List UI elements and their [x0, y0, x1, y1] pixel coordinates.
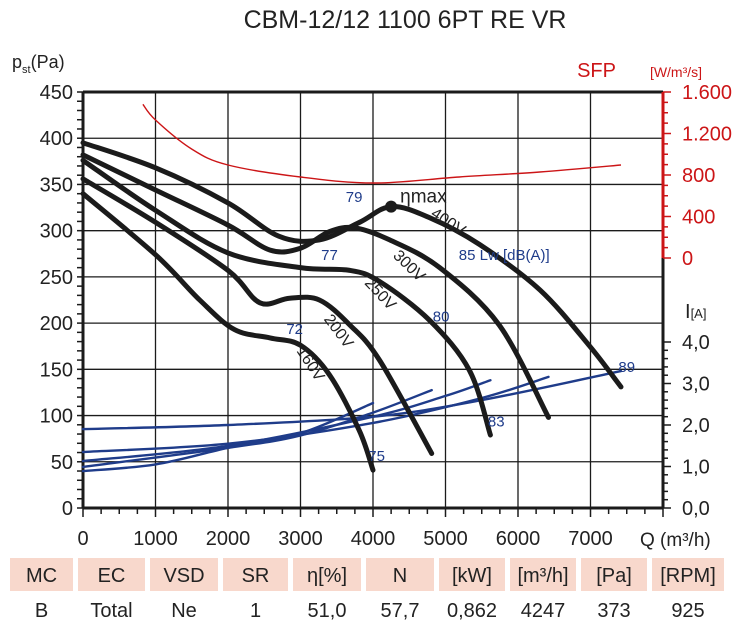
- table-value-row: B Total Ne 1 51,0 57,7 0,862 4247 373 925: [10, 591, 745, 627]
- table-value-cell: Total: [90, 600, 133, 622]
- y-tick-label: 0: [62, 498, 73, 520]
- voltage-label-250v: 250V: [361, 275, 399, 314]
- current-axis-label: I[A]: [685, 301, 706, 323]
- sfp-tick-label: 1.600: [682, 82, 732, 104]
- sfp-tick-label: 400: [682, 207, 715, 229]
- table-header-cell: N: [366, 558, 434, 591]
- grid: [81, 90, 665, 510]
- sfp-tick-label: 1.200: [682, 124, 732, 146]
- eta-max-label: ηmax: [400, 187, 447, 208]
- table-value-cell: 51,0: [307, 600, 347, 622]
- y-axis-label-main: p: [12, 52, 22, 72]
- table-value-cell: 4247: [520, 600, 566, 622]
- y-tick-label: 300: [40, 221, 73, 243]
- current-curve-300v: [81, 375, 550, 454]
- table-header-cell: [Pa]: [581, 558, 647, 591]
- x-axis-label: Q (m³/h): [640, 530, 711, 551]
- pressure-curves-group: [80, 140, 624, 473]
- sfp-tick-label: 800: [682, 165, 715, 187]
- current-axis-label-main: I: [685, 301, 691, 323]
- table-value-cell: 925: [671, 600, 705, 622]
- voltage-label-300v: 300V: [389, 247, 428, 285]
- sfp-axis-label: SFP: [577, 60, 616, 82]
- table-header-row: MC EC VSD SR η[%] N [kW] [m³/h] [Pa] [RPM]: [10, 558, 745, 591]
- current-curve-200v: [81, 388, 433, 469]
- table-value-cell: Ne: [171, 600, 197, 622]
- sfp-curve-group: [142, 103, 622, 184]
- table-header-cell: [RPM]: [652, 558, 724, 591]
- current-tick-label: 0,0: [682, 498, 710, 520]
- x-tick-label: 3000: [278, 528, 323, 550]
- pressure-curve-400v: [80, 140, 624, 390]
- noise-level-label: 72: [286, 321, 303, 338]
- noise-level-label: 89: [618, 359, 635, 376]
- performance-table: MC EC VSD SR η[%] N [kW] [m³/h] [Pa] [RPM] B Total…: [10, 558, 745, 627]
- table-value-cell: 1: [249, 600, 262, 622]
- noise-level-label: 85 Lw [dB(A)]: [459, 247, 550, 264]
- table-value-cell: 57,7: [380, 600, 420, 622]
- noise-level-label: 83: [488, 414, 505, 431]
- noise-level-label: 75: [368, 448, 385, 465]
- pressure-curve-200v: [80, 176, 435, 456]
- eta-max-point: [385, 200, 398, 213]
- x-tick-label: 5000: [423, 528, 468, 550]
- pressure-curve-300v: [80, 152, 551, 420]
- table-header-cell: VSD: [150, 558, 218, 591]
- table-value-cell: 373: [597, 600, 631, 622]
- sfp-axis-unit: [W/m³/s]: [650, 64, 702, 80]
- current-tick-label: 1,0: [682, 457, 710, 479]
- table-header-cell: [kW]: [439, 558, 505, 591]
- x-tick-label: 6000: [496, 528, 541, 550]
- y-axis-label: pst(Pa): [12, 52, 65, 76]
- x-tick-label: 4000: [351, 528, 396, 550]
- table-header-cell: [m³/h]: [510, 558, 576, 591]
- chart-title: CBM-12/12 1100 6PT RE VR: [244, 6, 567, 34]
- current-axis-label-unit: [A]: [691, 306, 707, 321]
- y-tick-label: 100: [40, 406, 73, 428]
- table-header-cell: MC: [10, 558, 73, 591]
- current-curves-group: [81, 369, 623, 473]
- current-tick-label: 2,0: [682, 415, 710, 437]
- voltage-label-200v: 200V: [320, 311, 356, 351]
- x-tick-label: 7000: [568, 528, 613, 550]
- y-axis-label-unit: (Pa): [31, 52, 65, 72]
- noise-level-label: 77: [321, 247, 338, 264]
- pressure-curve-250v: [80, 157, 493, 438]
- table-header-cell: SR: [223, 558, 288, 591]
- y-tick-label: 350: [40, 174, 73, 196]
- y-tick-label: 400: [40, 128, 73, 150]
- x-tick-label: 2000: [206, 528, 251, 550]
- y-axis-label-sub: st: [22, 64, 31, 76]
- table-header-cell: EC: [78, 558, 145, 591]
- y-tick-label: 50: [51, 452, 73, 474]
- current-tick-label: 4,0: [682, 332, 710, 354]
- sfp-curve: [142, 103, 622, 184]
- y-tick-label: 200: [40, 313, 73, 335]
- axis-ticks: 0 1000 2000 3000 4000 5000 6000 700005010015020…: [40, 82, 732, 550]
- noise-level-label: 80: [433, 308, 450, 325]
- table-value-cell: 0,862: [446, 600, 498, 622]
- pressure-curve-160v: [80, 191, 376, 473]
- fan-performance-chart: CBM-12/12 1100 6PT RE VR pst(Pa) SFP [W/…: [12, 6, 732, 551]
- y-tick-label: 250: [40, 267, 73, 289]
- sfp-tick-label: 0: [682, 248, 693, 270]
- current-tick-label: 3,0: [682, 374, 710, 396]
- y-tick-label: 450: [40, 82, 73, 104]
- y-tick-label: 150: [40, 359, 73, 381]
- table-header-cell: η[%]: [293, 558, 361, 591]
- current-curve-160v: [81, 401, 375, 473]
- x-tick-label: 0: [77, 528, 88, 550]
- x-tick-label: 1000: [133, 528, 178, 550]
- noise-level-label: 79: [346, 189, 363, 206]
- table-value-cell: B: [34, 600, 49, 622]
